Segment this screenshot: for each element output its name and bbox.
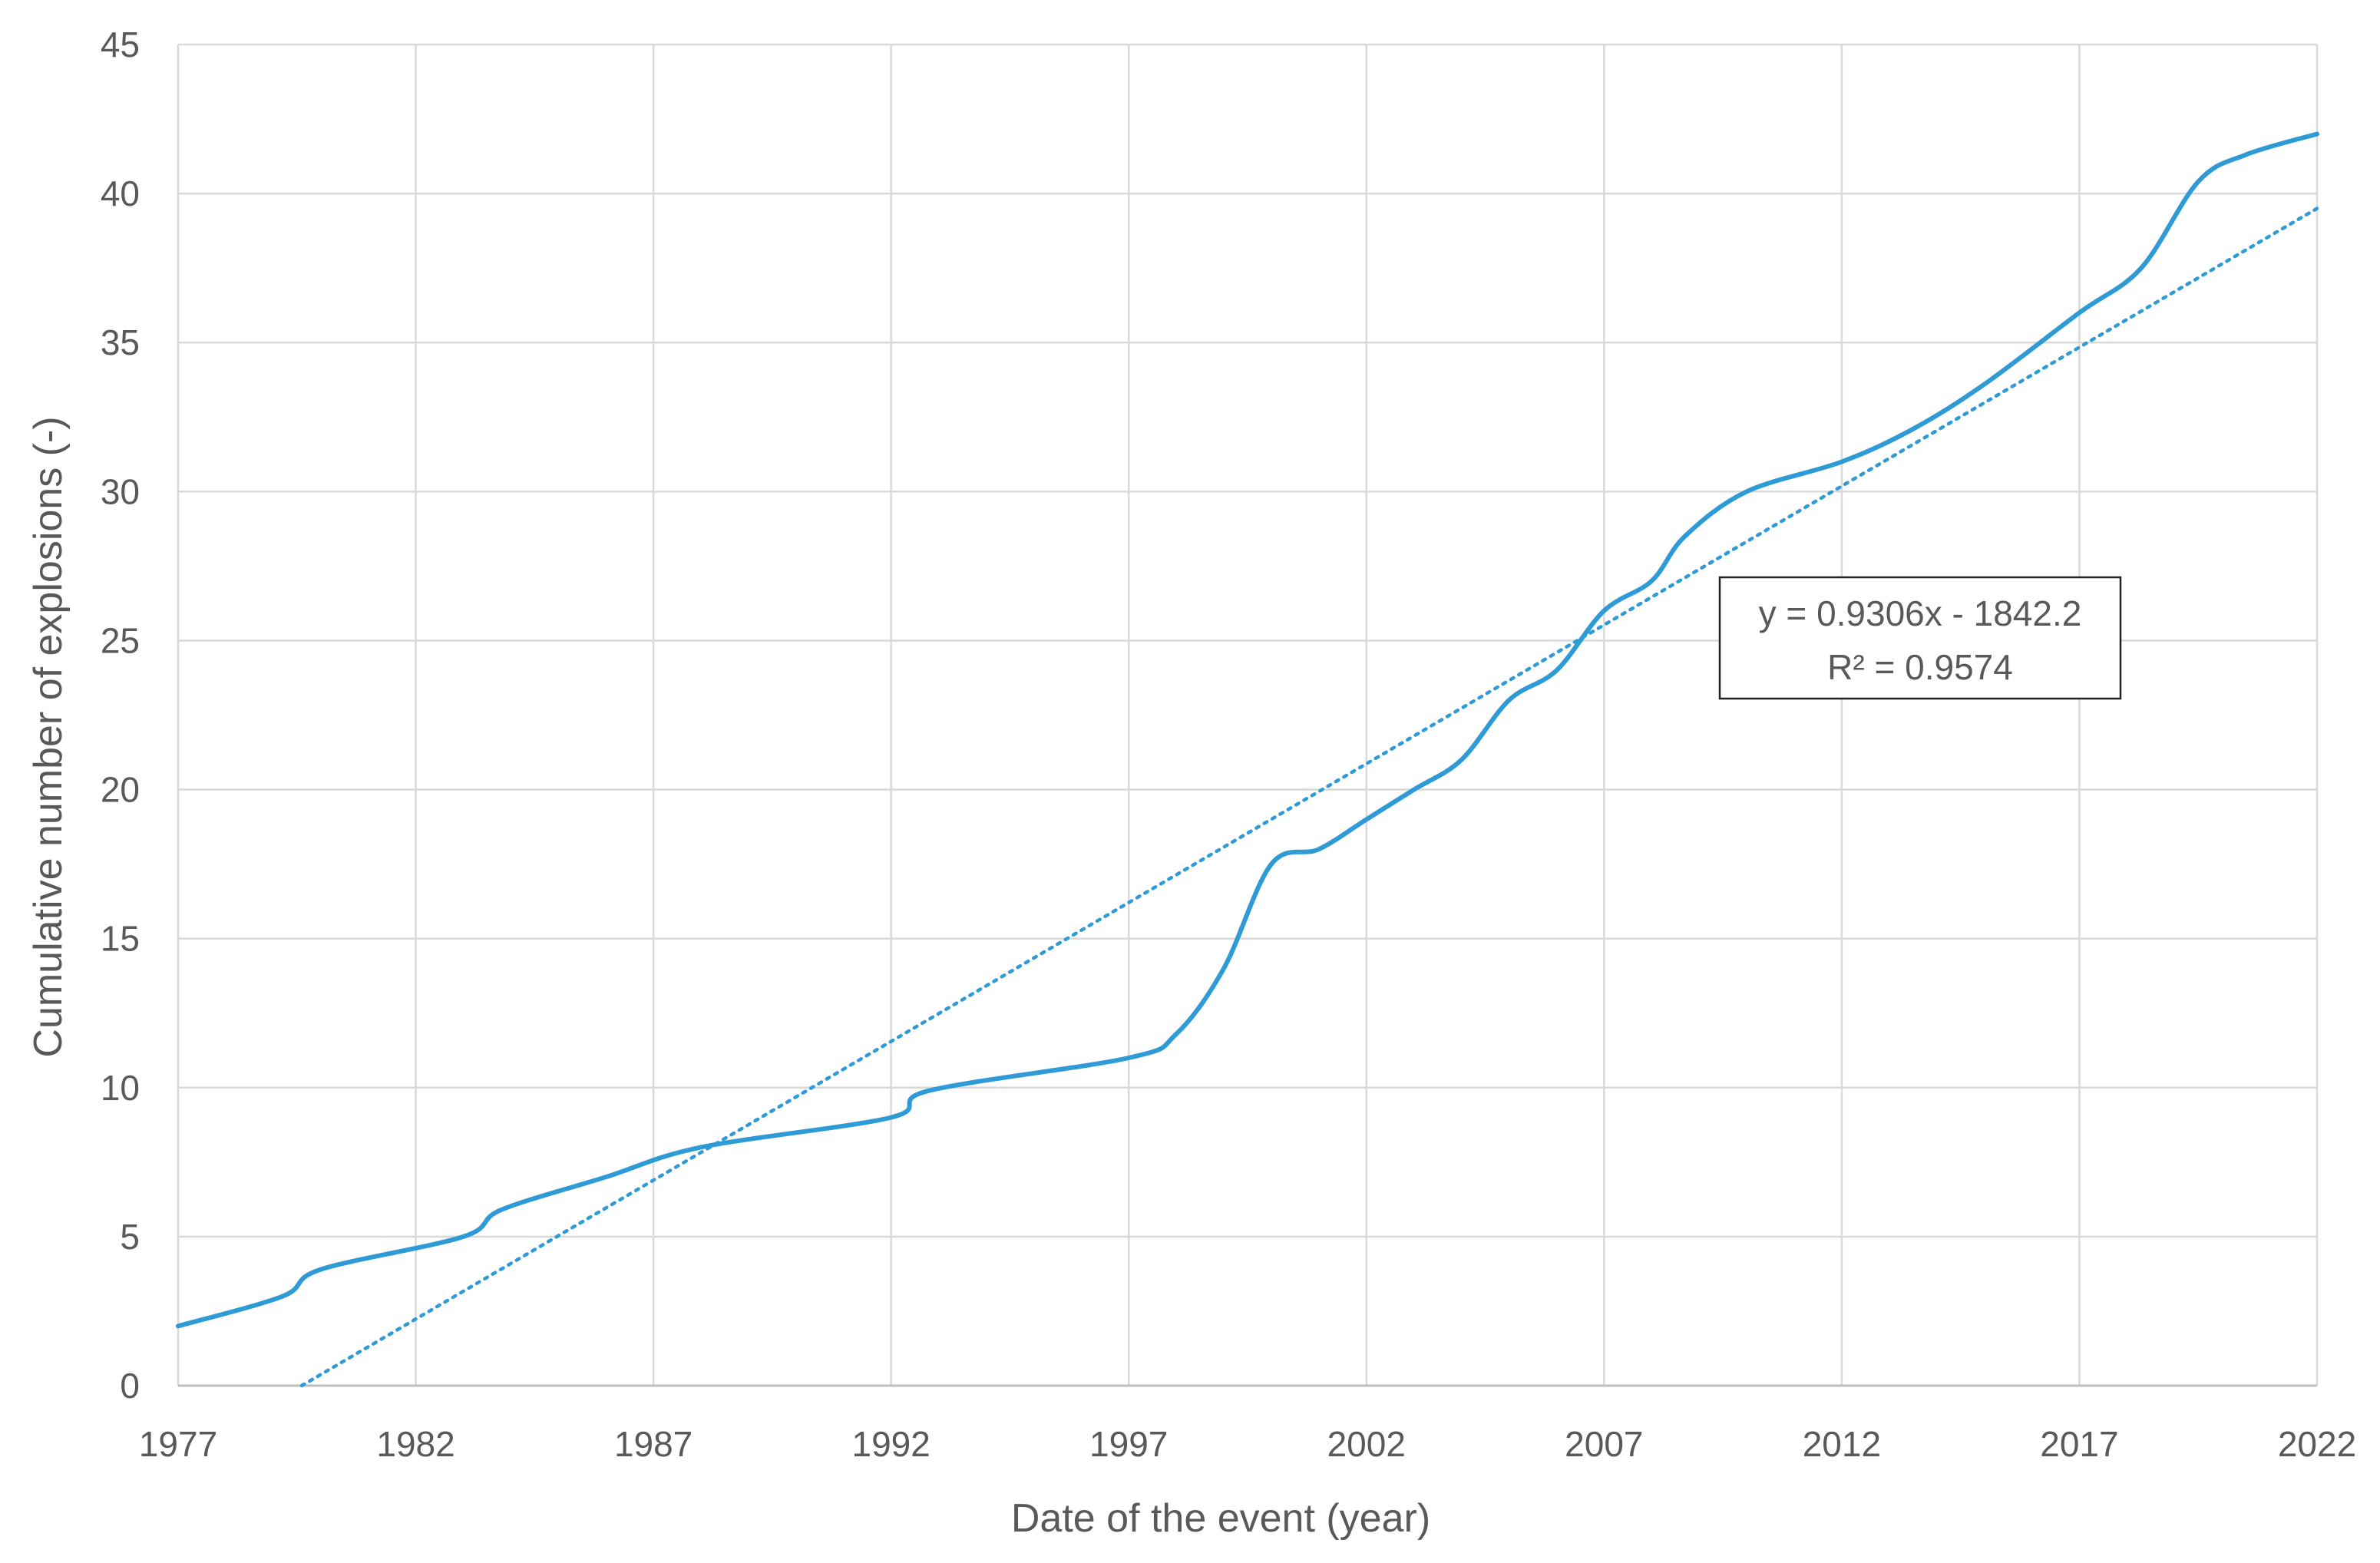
y-tick-label: 30: [101, 471, 140, 511]
trendline-equation: y = 0.9306x - 1842.2: [1759, 593, 2082, 633]
y-tick-label: 0: [120, 1366, 140, 1406]
x-tick-label: 2017: [2040, 1424, 2118, 1464]
x-axis-ticks: 1977 1982 1987 1992 1997 2002 2007 2012 2017 2022: [139, 1424, 2356, 1464]
x-tick-label: 1982: [376, 1424, 455, 1464]
trendline: [299, 207, 2319, 1388]
y-tick-label: 35: [101, 322, 140, 362]
x-tick-label: 1997: [1089, 1424, 1168, 1464]
y-axis-title: Cumulative number of explosions (-): [26, 416, 71, 1057]
trendline-r-squared: R² = 0.9574: [1827, 647, 2013, 687]
series-line: [176, 131, 2319, 1329]
trendline-layer: [299, 207, 2319, 1388]
y-tick-label: 15: [101, 919, 140, 959]
x-tick-label: 2007: [1565, 1424, 1643, 1464]
x-tick-label: 2002: [1327, 1424, 1406, 1464]
x-tick-label: 1987: [614, 1424, 693, 1464]
gridlines: [177, 43, 2319, 1387]
y-tick-label: 40: [101, 173, 140, 213]
equation-box-border: [1718, 576, 2122, 700]
x-tick-label: 1992: [851, 1424, 930, 1464]
x-tick-label: 2012: [1803, 1424, 1881, 1464]
y-tick-label: 10: [101, 1068, 140, 1108]
trendline-equation-box: y = 0.9306x - 1842.2 R² = 0.9574: [1718, 576, 2122, 700]
y-tick-label: 20: [101, 770, 140, 810]
y-tick-label: 45: [101, 25, 140, 64]
series-layer: [176, 131, 2319, 1329]
y-axis-ticks: 0 5 10 15 20 25 30 35 40 45: [101, 25, 140, 1406]
x-axis-title: Date of the event (year): [1011, 1496, 1430, 1541]
x-tick-label: 1977: [139, 1424, 217, 1464]
y-tick-label: 5: [120, 1217, 140, 1257]
x-tick-label: 2022: [2278, 1424, 2356, 1464]
y-tick-label: 25: [101, 620, 140, 660]
